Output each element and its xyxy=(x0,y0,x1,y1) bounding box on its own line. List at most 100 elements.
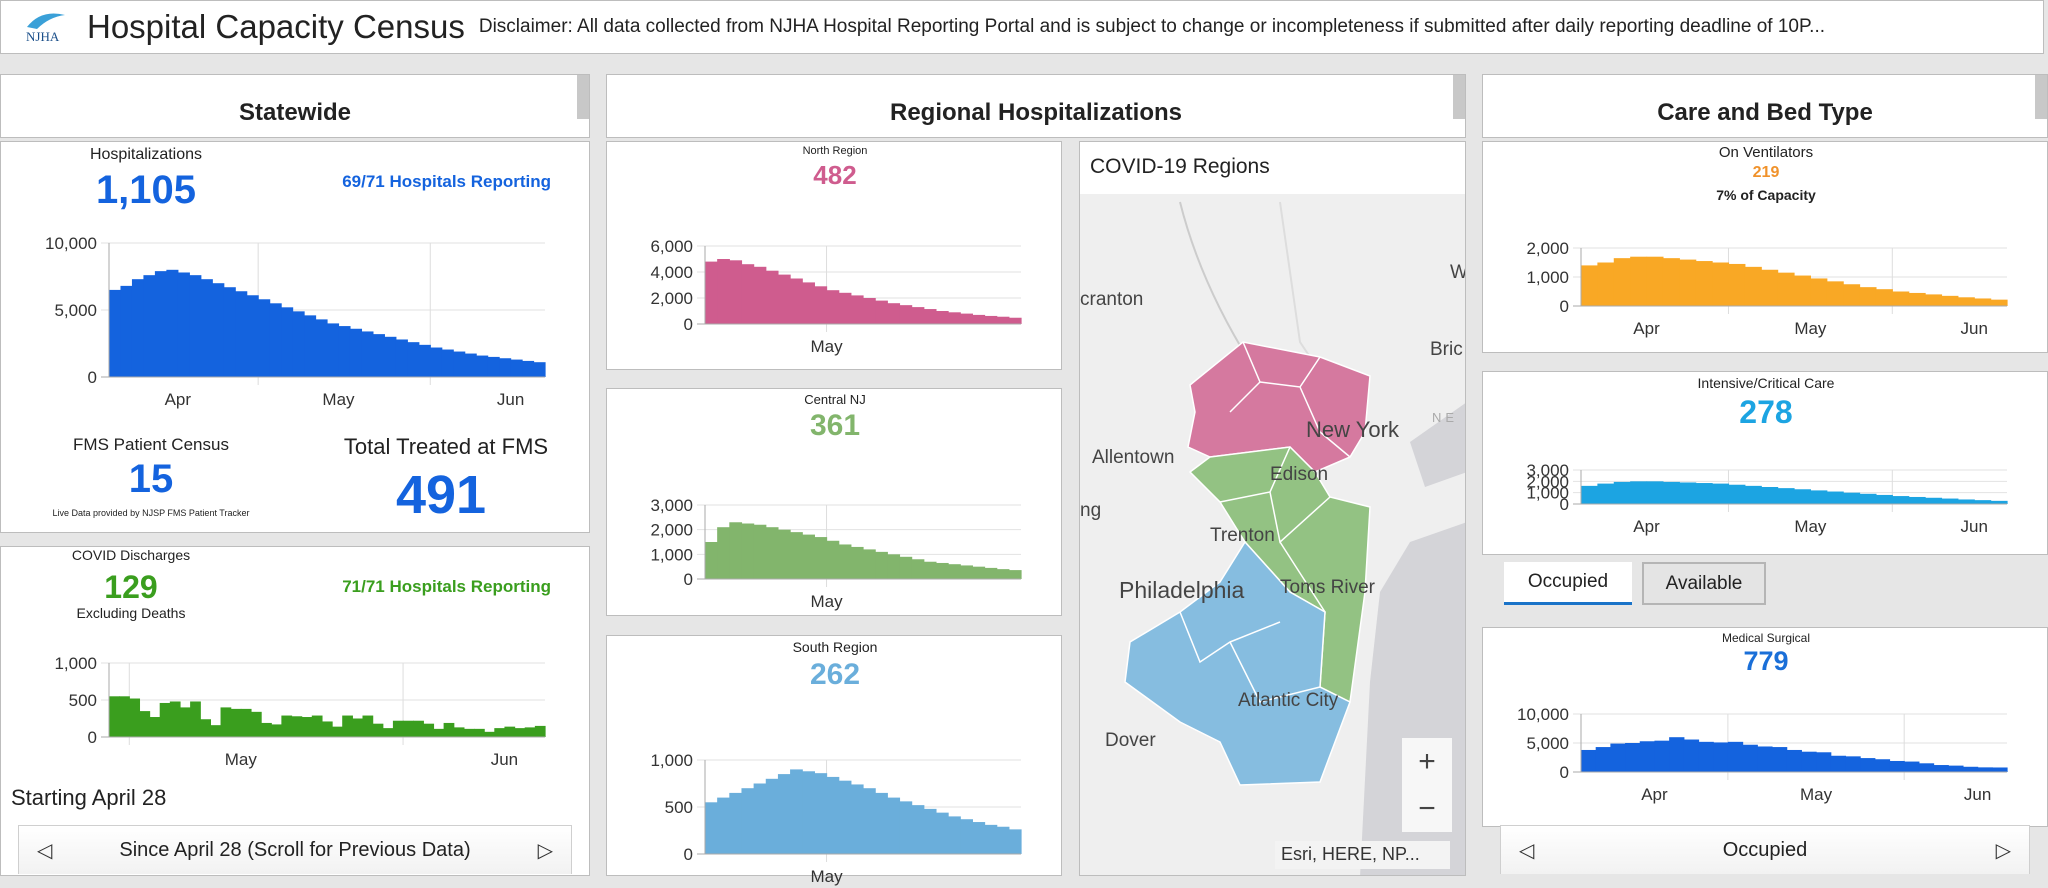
bar xyxy=(200,279,213,377)
bar xyxy=(911,559,925,579)
bar xyxy=(1581,749,1597,772)
bar xyxy=(522,360,535,377)
bar xyxy=(777,774,791,854)
bar xyxy=(923,309,937,324)
bar xyxy=(1925,294,1943,306)
bar xyxy=(1662,258,1680,306)
bar xyxy=(850,295,864,324)
bar xyxy=(1860,758,1876,772)
north-region-shape xyxy=(1187,341,1371,473)
bar xyxy=(899,305,913,324)
pager-label: Occupied xyxy=(1722,838,1808,861)
bar xyxy=(453,351,466,377)
tab-occupied[interactable]: Occupied xyxy=(1504,562,1632,605)
fms-census-value: 15 xyxy=(128,457,174,501)
bar xyxy=(717,797,730,854)
map-attribution[interactable]: Esri, HERE, NP... xyxy=(1275,841,1450,869)
bar xyxy=(533,362,546,377)
bar xyxy=(753,783,767,854)
bar xyxy=(1826,491,1844,504)
bar xyxy=(223,287,236,377)
bar xyxy=(1581,485,1598,504)
bar xyxy=(291,716,303,737)
bar xyxy=(200,719,211,737)
bar xyxy=(1941,295,1959,306)
bar xyxy=(1757,746,1773,772)
y-tick-label: 0 xyxy=(684,570,693,589)
bar xyxy=(1712,483,1730,504)
map-label: Allentown xyxy=(1092,447,1175,468)
bar xyxy=(972,822,986,854)
bar xyxy=(838,780,852,854)
bar xyxy=(911,307,925,324)
tab-available[interactable]: Available xyxy=(1642,562,1766,605)
y-tick-label: 0 xyxy=(1560,763,1569,782)
bar xyxy=(753,266,767,324)
scrollbar[interactable] xyxy=(1453,75,1465,119)
bar xyxy=(120,285,133,377)
zoom-out-button[interactable]: − xyxy=(1418,792,1436,825)
bar xyxy=(169,701,181,737)
bar xyxy=(1859,287,1877,306)
bar xyxy=(220,707,232,737)
north-label: North Region xyxy=(802,145,868,157)
bar xyxy=(1777,488,1795,504)
bar xyxy=(1728,484,1746,504)
bar xyxy=(179,707,191,737)
bar xyxy=(1008,829,1022,854)
bar xyxy=(948,816,961,854)
bar xyxy=(741,264,755,324)
bar xyxy=(705,261,718,324)
bar xyxy=(972,314,986,324)
map-label: Trenton xyxy=(1210,525,1275,546)
bar xyxy=(143,275,156,377)
zoom-in-button[interactable]: + xyxy=(1418,745,1436,778)
next-arrow-icon[interactable]: ▷ xyxy=(537,840,553,862)
map-label: Dover xyxy=(1105,730,1156,751)
bar xyxy=(705,802,718,854)
next-arrow-icon[interactable]: ▷ xyxy=(1995,840,2011,862)
prev-arrow-icon[interactable]: ◁ xyxy=(37,840,53,862)
zoom-controls: + − xyxy=(1402,738,1452,832)
bar xyxy=(349,328,363,377)
x-tick-label: May xyxy=(1800,785,1833,804)
statewide-header: Statewide xyxy=(0,74,590,138)
north-value: 482 xyxy=(813,160,857,190)
bar xyxy=(250,711,262,737)
bar xyxy=(1777,272,1795,306)
map-label: NE xyxy=(1432,410,1459,425)
bar xyxy=(210,725,222,737)
scrollbar[interactable] xyxy=(2035,75,2047,119)
bar xyxy=(1889,760,1905,772)
starting-label: Starting April 28 xyxy=(11,785,167,810)
prev-arrow-icon[interactable]: ◁ xyxy=(1519,840,1535,862)
medical-surgical-chart: 0 5,000 10,000 Apr May Jun xyxy=(1503,708,2013,804)
bar xyxy=(304,315,317,377)
bar xyxy=(1908,496,1926,504)
bar xyxy=(1962,766,1979,772)
vent-label: On Ventilators xyxy=(1718,144,1814,161)
bar xyxy=(361,331,374,377)
regions-map[interactable]: COVID-19 Regions cranton W Bric Allentow… xyxy=(1079,141,1466,876)
bar xyxy=(741,788,755,854)
bar xyxy=(292,311,305,377)
bar xyxy=(534,725,546,737)
bar xyxy=(1695,483,1713,504)
y-tick-label: 2,000 xyxy=(1526,242,1569,258)
bar xyxy=(814,537,828,579)
bar xyxy=(1801,751,1817,772)
page-title: Hospital Capacity Census xyxy=(87,8,465,45)
map-label: Bric xyxy=(1430,339,1463,360)
scrollbar[interactable] xyxy=(577,75,589,119)
bar xyxy=(814,286,828,324)
hospitalizations-value: 1,105 xyxy=(95,168,197,212)
care-header: Care and Bed Type xyxy=(1482,74,2048,138)
bar xyxy=(826,540,840,579)
bar xyxy=(441,349,454,377)
bar xyxy=(1595,747,1611,772)
bar xyxy=(154,271,167,377)
map-label: Toms River xyxy=(1280,577,1376,598)
bar xyxy=(1990,500,2008,504)
bar xyxy=(413,720,424,737)
bar xyxy=(476,355,489,377)
